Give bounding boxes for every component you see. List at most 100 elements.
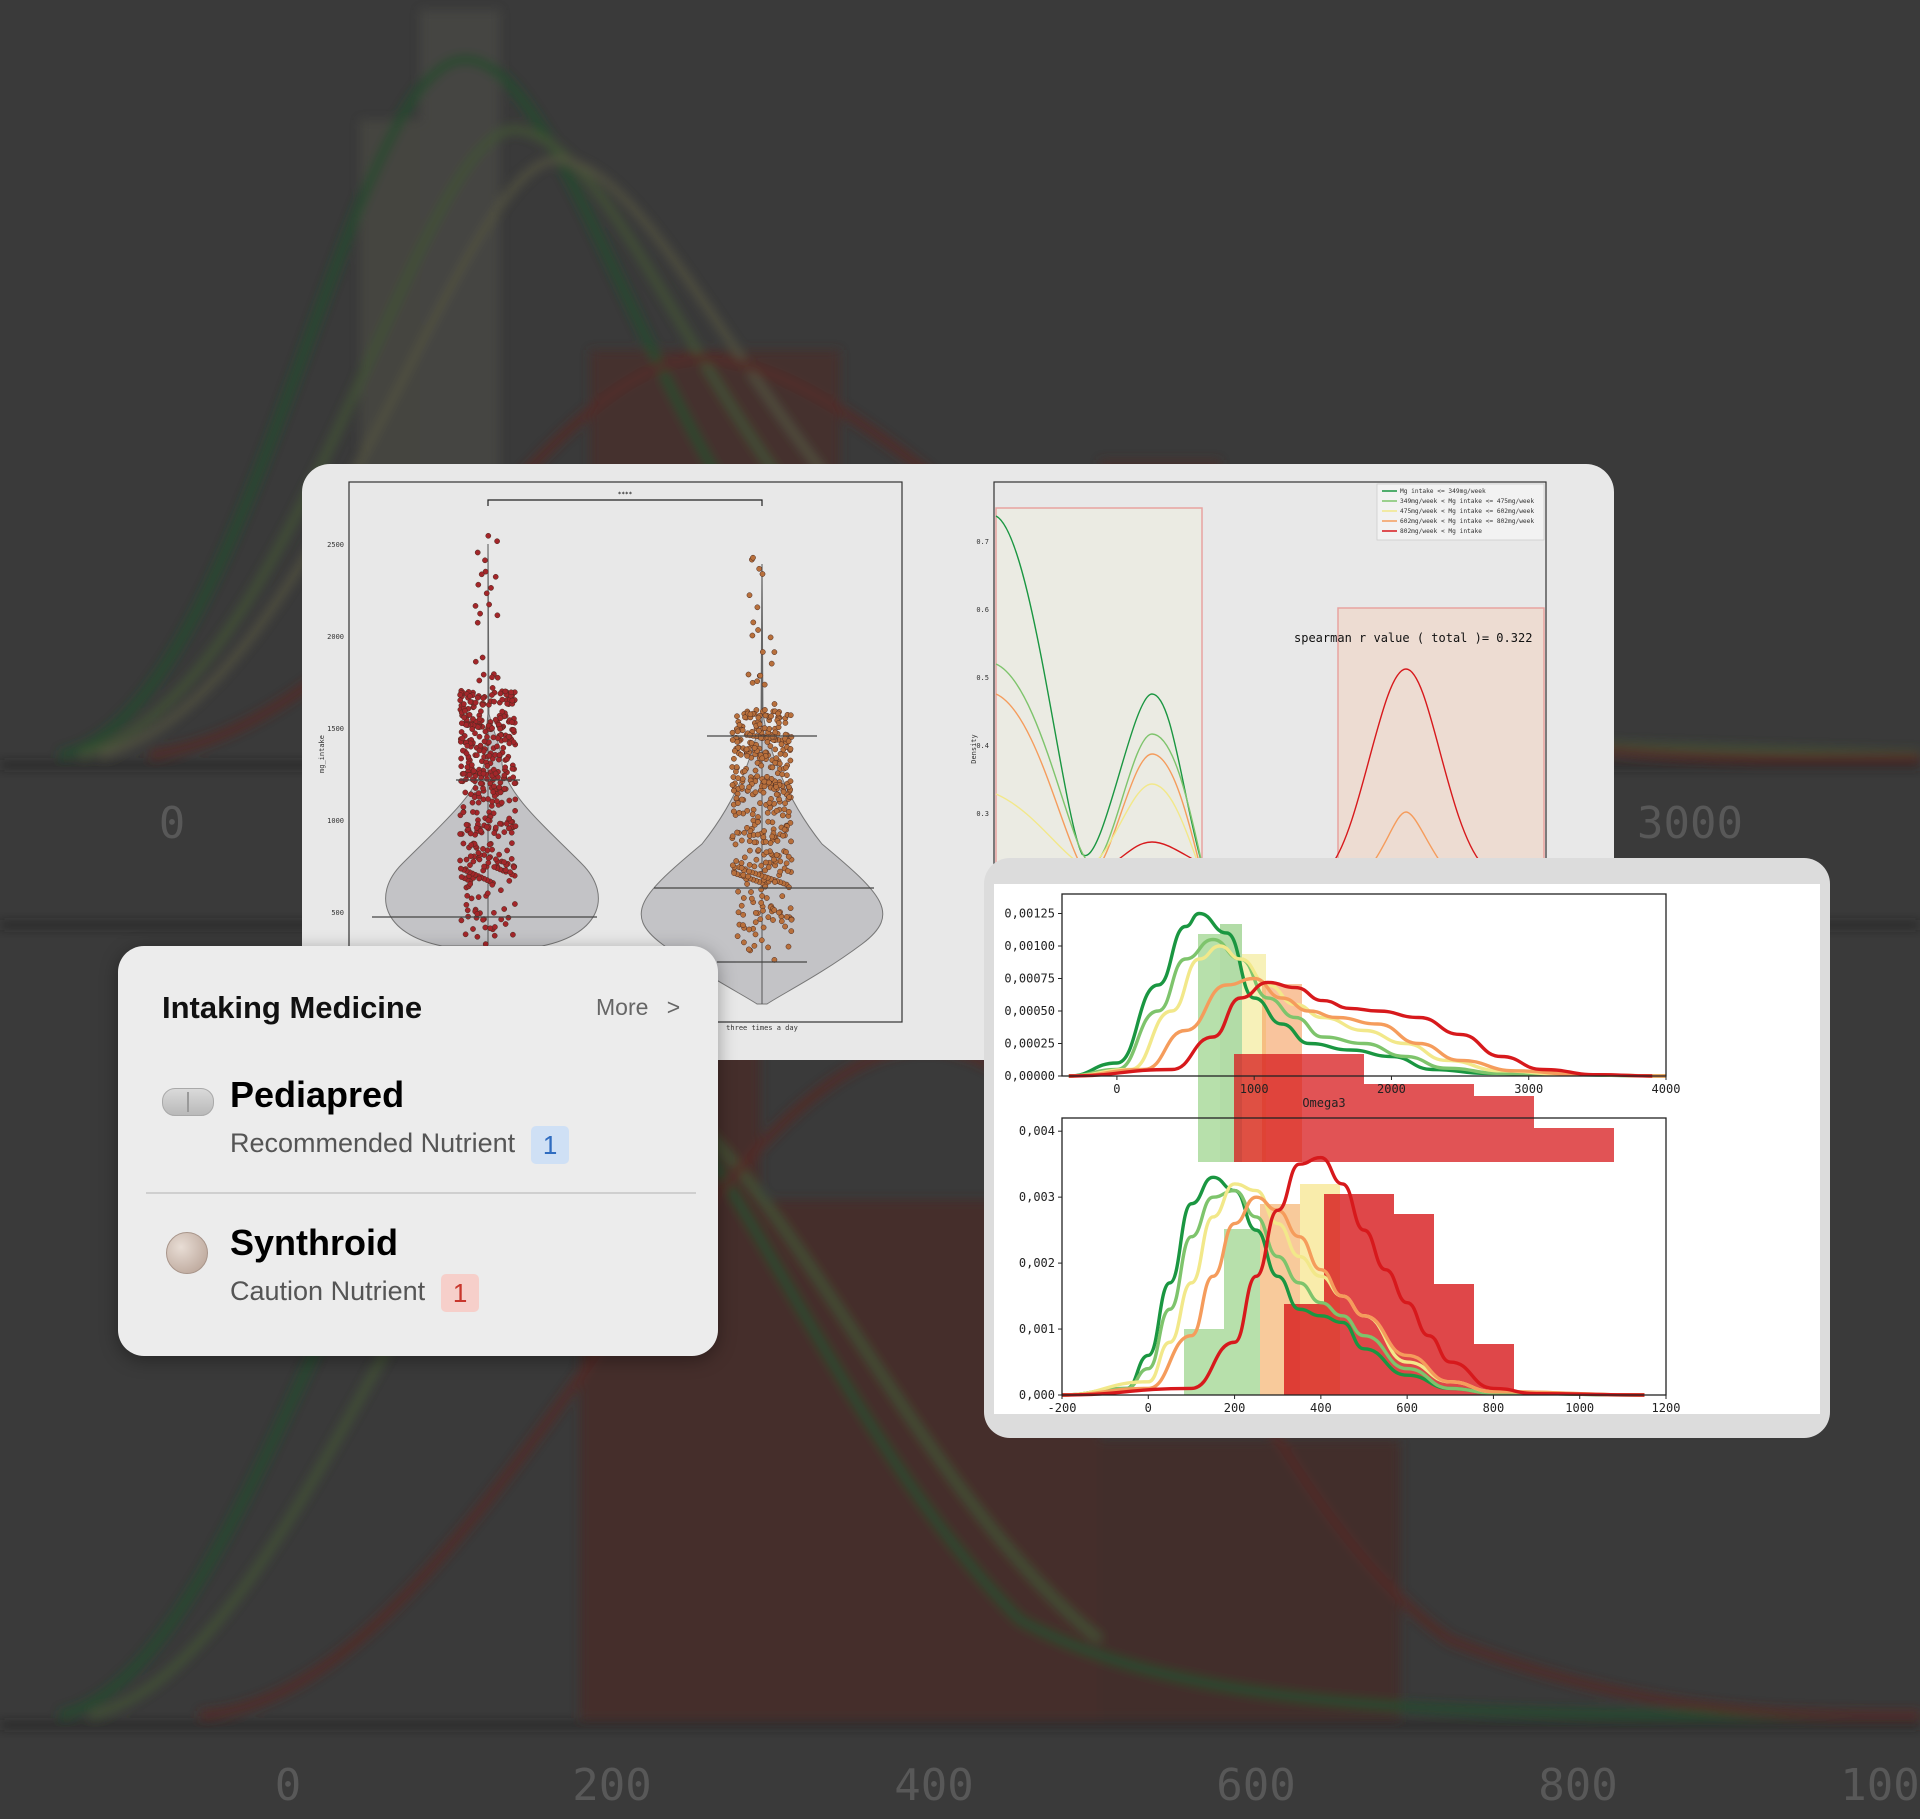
card-title: Intaking Medicine [162,990,423,1025]
violin-point [742,714,748,721]
violin-point [499,708,506,715]
violin-point [746,838,753,844]
violin-point [470,768,477,774]
plot-frame [1061,1117,1667,1396]
violin-point [470,926,476,932]
y-tick-label: 0,00000 [1004,1069,1055,1083]
violin-point [489,692,495,698]
violin-point [758,899,765,906]
violin-point [475,581,482,588]
violin-point [759,893,765,899]
violin-point [729,737,736,743]
violin-point [489,881,496,888]
violin-point [730,808,737,815]
violin-point [785,738,792,745]
violin-point [763,895,770,901]
hist-bar [1474,1096,1534,1162]
violin-point [504,847,510,854]
violin-point [755,627,761,633]
violin-point [731,787,737,794]
bg-top-tick: 3000 [1637,798,1743,849]
bg-bottom-tick: 600 [1216,1760,1295,1811]
violin-point [484,734,490,740]
violin-point [496,851,502,858]
violin-point [470,716,476,722]
violin-point [489,846,495,853]
violin-point [458,778,464,784]
violin-point [754,773,761,780]
x-tick-label: 1000 [1565,1401,1594,1414]
violin-point [761,783,768,790]
violin-point [754,604,761,611]
violin-point [771,907,778,913]
density-line-group-5 [1111,841,1203,865]
violin-point [744,824,750,831]
medicine-item-synthroid[interactable]: Synthroid Caution Nutrient 1 [118,1222,718,1332]
violin-point [762,712,769,719]
violin-point [739,783,745,790]
violin-point [461,714,468,721]
violin-point [500,745,507,751]
violin-point [734,728,741,735]
violin-point [732,841,739,848]
violin-point [749,632,756,639]
violin-point [786,794,793,800]
violin-point [756,721,763,728]
y-tick-label: 0,00125 [1004,907,1055,921]
violin-point [740,911,747,918]
violin-point [768,713,774,720]
violin-point [506,797,513,804]
violin-point [472,603,479,609]
violin-point [773,807,780,814]
violin-point [462,789,469,796]
violin-point [771,856,777,863]
violin-point [480,785,486,792]
violin-point [479,702,486,708]
violin-point [729,782,736,788]
violin-point [753,856,760,863]
violin-point [472,699,479,706]
count-badge: 1 [441,1274,480,1312]
violin-point [738,902,745,909]
violin-point [756,565,763,572]
violin-point [492,716,499,723]
violin-point [743,746,750,753]
violin-ytick: 2000 [327,633,344,641]
violin-point [501,906,508,912]
y-tick-label: 0,000 [1019,1388,1055,1402]
violin-point [784,772,790,779]
violin-point [752,910,759,916]
violin-point [474,694,481,701]
histogram-axes: 0 1000 2000 3000 40000,001250,001000,000750,… [1004,893,1680,1415]
medicine-item-pediapred[interactable]: Pediapred Recommended Nutrient 1 [118,1074,718,1184]
violin-point [457,692,463,698]
violin-point [482,568,489,575]
x-tick-label: 3000 [1514,1082,1543,1096]
violin-point [735,888,741,895]
bg-bottom-tick: 200 [572,1760,651,1811]
violin-point [749,811,756,818]
violin-point [787,905,794,912]
medicine-name: Synthroid [230,1222,398,1263]
violin-point [759,755,766,762]
more-link[interactable]: More > [596,994,680,1021]
violin-point [512,807,518,814]
kde-line [1061,1155,1645,1397]
violin-point [480,916,486,923]
violin-point [765,818,772,825]
legend-entry: 475mg/week < Mg intake <= 602mg/week [1400,508,1534,515]
violin-point [748,740,755,746]
violin-point [497,715,504,722]
violin-point [733,858,740,864]
violin-point [741,768,748,774]
violin-point [506,740,513,747]
density-ytick: 0.7 [976,538,989,546]
y-tick-label: 0,00075 [1004,972,1055,986]
violin-point [748,889,754,895]
bg-bottom-tick: 0 [275,1760,302,1811]
violin-point [757,800,763,806]
violin-point [508,829,515,836]
violin-point [497,820,503,827]
violin-point [478,571,485,578]
x-tick-label: 200 [1224,1401,1246,1414]
